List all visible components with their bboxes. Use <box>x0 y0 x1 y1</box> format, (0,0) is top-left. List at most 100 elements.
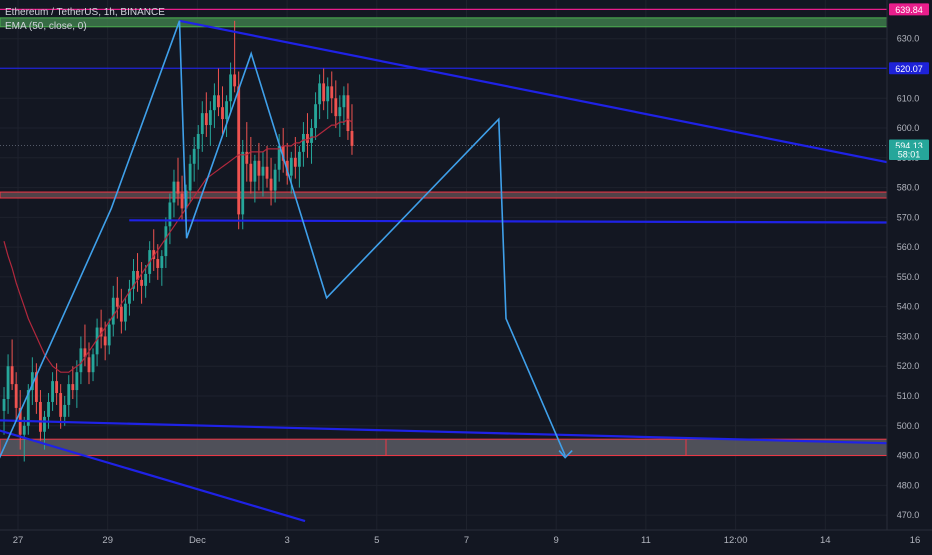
candle-body <box>204 113 208 126</box>
zigzag-projection[interactable] <box>0 20 566 465</box>
time-tick-label: 9 <box>554 535 559 546</box>
candle-body <box>233 74 237 87</box>
price-tick-label: 470.0 <box>897 510 920 520</box>
candle-body <box>43 416 46 432</box>
candle-body <box>188 163 192 191</box>
candle-body <box>22 425 26 435</box>
channel-trendline[interactable] <box>0 419 932 451</box>
candle-body <box>297 151 301 167</box>
candle-body <box>200 113 204 134</box>
candle-body <box>39 401 42 432</box>
time-tick-label: 5 <box>374 535 379 546</box>
price-zone[interactable] <box>0 438 888 457</box>
candle-body <box>111 297 115 325</box>
trend-drawings <box>0 19 932 523</box>
candle-body <box>253 160 257 182</box>
channel-trendline[interactable] <box>179 19 932 223</box>
price-tick-label: 540.0 <box>897 302 920 312</box>
horizontal-lines <box>0 8 887 146</box>
time-tick-label: 3 <box>284 535 289 546</box>
candle-body <box>10 366 14 385</box>
candle-body <box>83 348 87 358</box>
channel-trendline[interactable] <box>0 424 306 523</box>
candle-body <box>265 166 269 179</box>
candle-body <box>128 288 131 304</box>
candle-body <box>302 133 305 152</box>
ema-indicator-label[interactable]: EMA (50, close, 0) <box>5 21 87 32</box>
candle-body <box>241 151 245 215</box>
symbol-title[interactable]: Ethereum / TetherUS, 1h, BINANCE <box>5 7 165 18</box>
price-tag-label: 639.84 <box>895 5 923 15</box>
candle-body <box>326 86 330 102</box>
price-tick-label: 560.0 <box>897 242 920 252</box>
candle-body <box>180 193 184 209</box>
price-tick-label: 510.0 <box>897 391 920 401</box>
candle-body <box>249 163 253 182</box>
candle-body <box>293 157 297 167</box>
candle-body <box>261 166 265 176</box>
price-tag-label: 620.07 <box>895 64 923 74</box>
price-tick-label: 490.0 <box>897 451 920 461</box>
candle-body <box>63 404 67 417</box>
channel-trendline[interactable] <box>129 219 932 224</box>
candle-body <box>237 86 241 215</box>
candle-body <box>6 366 10 399</box>
time-axis-bg <box>0 530 932 550</box>
candle-body <box>107 324 111 346</box>
time-tick-label: 27 <box>13 535 24 546</box>
price-tag-label: 58:01 <box>898 149 921 159</box>
candle-body <box>14 384 18 408</box>
candle-body <box>342 95 346 108</box>
candle-body <box>310 128 313 143</box>
candle-body <box>119 306 123 322</box>
candle-body <box>30 372 34 391</box>
candle-body <box>350 131 354 146</box>
price-tick-label: 530.0 <box>897 331 920 341</box>
candle-body <box>164 226 168 257</box>
candle-body <box>334 98 338 117</box>
candle-body <box>91 354 95 373</box>
time-axis: 27 29 Dec 3 5 7 9 11 12:00 14 16 <box>0 529 932 550</box>
price-axis: USDT470.0480.0490.0500.0510.0520.0530.05… <box>886 0 932 550</box>
candle-body <box>168 202 172 227</box>
candle-body <box>79 348 83 373</box>
price-tag[interactable] <box>889 3 929 16</box>
price-tick-label: 610.0 <box>897 93 920 103</box>
chart-legend: Ethereum / TetherUS, 1h, BINANCE EMA (50… <box>5 6 165 34</box>
candle-body <box>140 279 144 286</box>
time-tick-label: 29 <box>102 535 113 546</box>
time-tick-label: 14 <box>820 535 831 546</box>
candle-body <box>95 327 99 355</box>
candle-body <box>51 381 54 402</box>
price-zone[interactable] <box>0 191 888 199</box>
candle-body <box>176 181 180 194</box>
candle-body <box>208 110 212 126</box>
candle-body <box>26 390 30 426</box>
price-tick-label: 580.0 <box>897 183 920 193</box>
time-tick-label: 12:00 <box>724 535 748 546</box>
candle-body <box>338 107 342 117</box>
candle-body <box>2 398 6 411</box>
candle-body <box>277 145 281 170</box>
candle-body <box>322 83 326 102</box>
candle-body <box>217 95 220 108</box>
price-tag[interactable] <box>889 147 929 160</box>
price-tick-label: 600.0 <box>897 123 920 133</box>
price-tick-label: 520.0 <box>897 361 920 371</box>
candle-body <box>281 145 285 161</box>
candle-body <box>269 178 273 191</box>
price-tag[interactable] <box>889 62 929 75</box>
candle-body <box>221 107 224 120</box>
candle-body <box>346 95 350 132</box>
candles <box>2 20 354 462</box>
candle-body <box>245 151 249 164</box>
candle-body <box>47 401 50 417</box>
candle-body <box>229 74 233 102</box>
candle-body <box>115 297 119 307</box>
candle-body <box>172 181 176 203</box>
time-tick-label: 11 <box>641 535 651 546</box>
candle-body <box>192 148 196 164</box>
candle-body <box>306 133 309 143</box>
